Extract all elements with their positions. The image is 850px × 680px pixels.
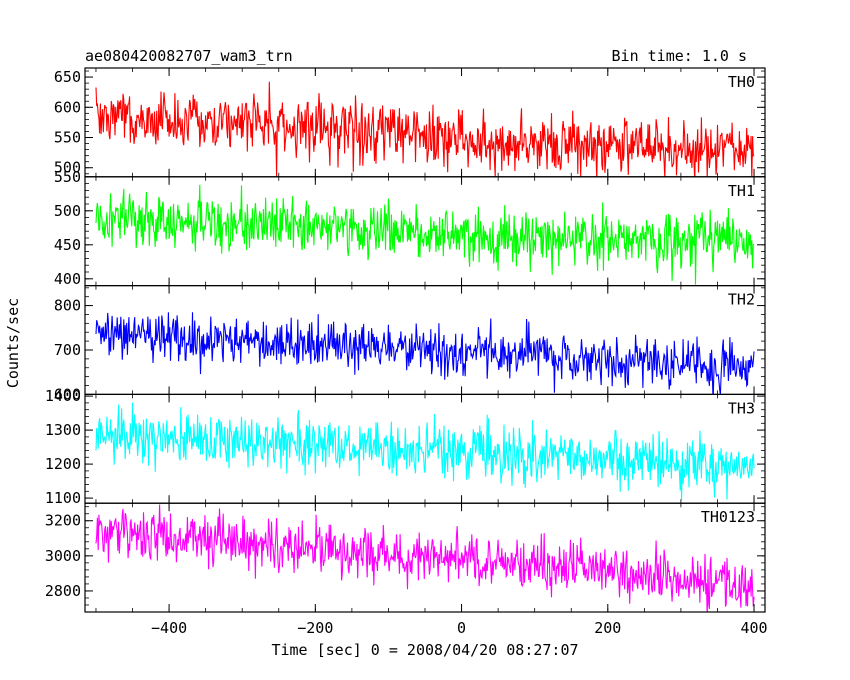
panel-frame bbox=[84, 176, 766, 287]
panel-th0: 500 550 600 650 TH0 bbox=[54, 67, 766, 178]
x-axis: −400 −200 0 200 400 bbox=[151, 619, 768, 637]
y-tick-label: 550 bbox=[54, 129, 81, 147]
panel-label-th1: TH1 bbox=[728, 182, 755, 200]
y-tick-label: 3200 bbox=[45, 512, 81, 530]
y-tick-label: 800 bbox=[54, 297, 81, 315]
panel-label-th3: TH3 bbox=[728, 399, 755, 417]
series-line-th0123 bbox=[95, 504, 755, 613]
y-tick-label: 400 bbox=[54, 270, 81, 288]
y-tick-label: 1200 bbox=[45, 455, 81, 473]
series-line-th2 bbox=[95, 312, 755, 395]
x-tick-label: 400 bbox=[740, 619, 767, 637]
panel-frame bbox=[84, 285, 766, 396]
x-axis-label: Time [sec] 0 = 2008/04/20 08:27:07 bbox=[271, 641, 578, 659]
panel-th3: 1100 1200 1300 1400 TH3 bbox=[45, 387, 766, 507]
panel-label-th0123: TH0123 bbox=[701, 508, 755, 526]
y-tick-label: 700 bbox=[54, 341, 81, 359]
y-tick-label: 3000 bbox=[45, 547, 81, 565]
x-tick-label: −200 bbox=[297, 619, 333, 637]
chart-title: ae080420082707_wam3_trn bbox=[85, 47, 293, 65]
series-line-th3 bbox=[95, 402, 755, 500]
y-tick-label: 650 bbox=[54, 68, 81, 86]
y-axis-label: Counts/sec bbox=[4, 298, 22, 388]
x-tick-label: −400 bbox=[151, 619, 187, 637]
y-tick-label: 450 bbox=[54, 236, 81, 254]
bin-time-label: Bin time: 1.0 s bbox=[612, 47, 747, 65]
panel-th0123: 2800 3000 3200 TH0123 bbox=[45, 502, 766, 613]
panel-label-th2: TH2 bbox=[728, 291, 755, 309]
x-tick-label: 0 bbox=[457, 619, 466, 637]
y-tick-label: 500 bbox=[54, 159, 81, 177]
series-line-th1 bbox=[95, 184, 755, 285]
series-line-th0 bbox=[95, 81, 755, 177]
y-tick-label: 550 bbox=[54, 168, 81, 186]
y-tick-label: 500 bbox=[54, 202, 81, 220]
y-tick-label: 600 bbox=[54, 98, 81, 116]
panel-label-th0: TH0 bbox=[728, 73, 755, 91]
y-tick-label: 1100 bbox=[45, 489, 81, 507]
y-tick-label: 600 bbox=[54, 385, 81, 403]
y-tick-label: 1300 bbox=[45, 421, 81, 439]
panel-th1: 400 450 500 550 TH1 bbox=[54, 168, 766, 288]
panel-th2: 600 700 800 TH2 bbox=[54, 285, 766, 403]
y-tick-label: 2800 bbox=[45, 582, 81, 600]
x-tick-label: 200 bbox=[594, 619, 621, 637]
y-tick-label: 1400 bbox=[45, 387, 81, 405]
